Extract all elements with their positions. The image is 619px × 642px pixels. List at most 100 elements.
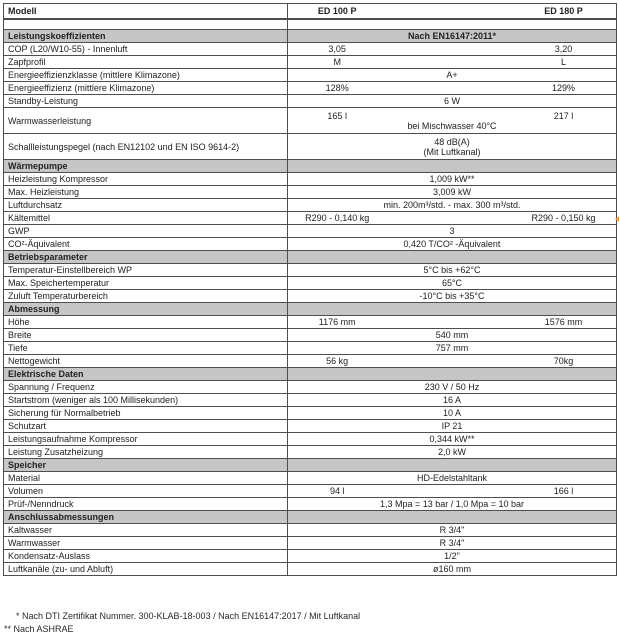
footnote-1: * Nach DTI Zertifikat Nummer. 300-KLAB-1… (16, 611, 361, 621)
row-label: Warmwasserleistung (3, 107, 288, 134)
row-label: Schutzart (3, 419, 288, 433)
row-label: Leistung Zusatzheizung (3, 445, 288, 459)
row-value-cell: 3 (287, 224, 617, 238)
row-label: Zuluft Temperaturbereich (3, 289, 288, 303)
value-shared: 48 dB(A) (434, 136, 470, 147)
table-row: Leistungsaufnahme Kompressor 0,344 kW** (3, 432, 617, 446)
row-value-cell: 1,009 kW** (287, 172, 617, 186)
value-shared: 1,009 kW** (429, 174, 475, 184)
row-label: Startstrom (weniger als 100 Millisekunde… (3, 393, 288, 407)
row-value-cell: 0,420 T/CO² -Äquivalent (287, 237, 617, 251)
row-value-cell: 1176 mm 1576 mm (287, 315, 617, 329)
row-label: CO²-Äquivalent (3, 237, 288, 251)
row-label: Kondensatz-Auslass (3, 549, 288, 563)
row-label: Zapfprofil (3, 55, 288, 69)
row-value-cell: 2,0 kW (287, 445, 617, 459)
spec-table: Modell ED 100 P ED 180 P Leistungskoeffi… (3, 3, 617, 576)
empty-value-cell (287, 18, 617, 30)
section-value (287, 250, 617, 264)
table-row: Prüf-/Nenndruck 1,3 Mpa = 13 bar / 1,0 Mp… (3, 497, 617, 511)
footnotes: * Nach DTI Zertifikat Nummer. 300-KLAB-1… (4, 610, 604, 636)
value-shared: R 3/4" (439, 525, 465, 535)
table-row: Höhe 1176 mm 1576 mm (3, 315, 617, 329)
row-value-cell: 6 W (287, 94, 617, 108)
row-label: Volumen (3, 484, 288, 498)
value-shared: IP 21 (441, 421, 463, 431)
value-ed180p: 166 l (553, 486, 574, 496)
row-label: Tiefe (3, 341, 288, 355)
section-value-text: Nach EN16147:2011* (407, 31, 497, 41)
section-row: Wärmepumpe (3, 159, 617, 173)
header-model-ed180p: ED 180 P (544, 5, 583, 16)
table-row: Volumen 94 l 166 l (3, 484, 617, 498)
section-value: Nach EN16147:2011* (287, 29, 617, 43)
empty-label-cell (3, 18, 288, 30)
section-value (287, 302, 617, 316)
value-shared: 65°C (441, 278, 463, 288)
value-ed100p: 56 kg (326, 356, 349, 366)
value-shared: 5°C bis +62°C (423, 265, 481, 275)
table-row: Luftkanäle (zu- und Abluft) ø160 mm (3, 562, 617, 576)
table-row: Zuluft Temperaturbereich -10°C bis +35°C (3, 289, 617, 303)
value-ed180p: 1576 mm (544, 317, 583, 327)
table-row: Kaltwasser R 3/4" (3, 523, 617, 537)
value-note: (Mit Luftkanal) (423, 146, 481, 157)
section-title: Betriebsparameter (3, 250, 288, 264)
table-row: Heizleistung Kompressor 1,009 kW** (3, 172, 617, 186)
table-row: Kältemittel R290 - 0,140 kg R290 - 0,150 k… (3, 211, 617, 225)
row-label: Höhe (3, 315, 288, 329)
table-row: Zapfprofil M L (3, 55, 617, 69)
row-label: Standby-Leistung (3, 94, 288, 108)
value-shared: R 3/4" (439, 538, 465, 548)
table-row: Sicherung für Normalbetrieb 10 A (3, 406, 617, 420)
table-row: Temperatur-Einstellbereich WP 5°C bis +62… (3, 263, 617, 277)
value-ed180p: 217 l (553, 110, 574, 121)
value-ed180p: L (561, 57, 567, 67)
value-shared: 1,3 Mpa = 13 bar / 1,0 Mpa = 10 bar (379, 499, 525, 509)
value-ed100p: 3,05 (328, 44, 346, 54)
row-label: Prüf-/Nenndruck (3, 497, 288, 511)
row-value-cell: 10 A (287, 406, 617, 420)
table-row: COP (L20/W10-55) - Innenluft 3,05 3,20 (3, 42, 617, 56)
row-label: Schallleistungspegel (nach EN12102 und E… (3, 133, 288, 160)
table-row: Luftdurchsatz min. 200m³/std. - max. 300 … (3, 198, 617, 212)
value-shared: -10°C bis +35°C (419, 291, 485, 301)
value-ed180p: 129% (552, 83, 576, 93)
row-label: Warmwasser (3, 536, 288, 550)
row-label: Spannung / Frequenz (3, 380, 288, 394)
value-ed100p: 165 l (327, 110, 347, 121)
row-label: Nettogewicht (3, 354, 288, 368)
table-row: GWP 3 (3, 224, 617, 238)
value-shared: 3,009 kW (432, 187, 472, 197)
section-row: Speicher (3, 458, 617, 472)
value-ed100p: 1176 mm (318, 317, 356, 327)
footnote-2: ** Nach ASHRAE (4, 624, 74, 634)
table-row: Max. Heizleistung 3,009 kW (3, 185, 617, 199)
value-ed100p: 128% (325, 83, 349, 93)
value-ed100p: M (333, 57, 341, 67)
section-title: Speicher (3, 458, 288, 472)
row-value-cell: ø160 mm (287, 562, 617, 576)
value-ed100p: R290 - 0,140 kg (305, 213, 370, 223)
section-title: Abmessung (3, 302, 288, 316)
section-row: Anschlussabmessungen (3, 510, 617, 524)
value-shared: A+ (446, 70, 458, 80)
row-label: Energieeffizienzklasse (mittlere Klimazo… (3, 68, 288, 82)
section-title: Leistungskoeffizienten (3, 29, 288, 43)
row-value-cell: 94 l 166 l (287, 484, 617, 498)
table-row: Spannung / Frequenz 230 V / 50 Hz (3, 380, 617, 394)
row-label: Luftdurchsatz (3, 198, 288, 212)
row-value-cell: 1,3 Mpa = 13 bar / 1,0 Mpa = 10 bar (287, 497, 617, 511)
spec-table-body: Modell ED 100 P ED 180 P Leistungskoeffi… (3, 3, 617, 576)
row-value-cell: 65°C (287, 276, 617, 290)
row-value-cell: HD-Edelstahltank (287, 471, 617, 485)
header-model-ed100p: ED 100 P (317, 5, 357, 16)
value-shared: 0,344 kW** (429, 434, 475, 444)
annotation-marker-icon (615, 214, 619, 224)
row-value-cell: IP 21 (287, 419, 617, 433)
table-row: Startstrom (weniger als 100 Millisekunde… (3, 393, 617, 407)
value-shared: 16 A (442, 395, 462, 405)
table-row: Warmwasser R 3/4" (3, 536, 617, 550)
table-row: Max. Speichertemperatur 65°C (3, 276, 617, 290)
table-row: Leistung Zusatzheizung 2,0 kW (3, 445, 617, 459)
